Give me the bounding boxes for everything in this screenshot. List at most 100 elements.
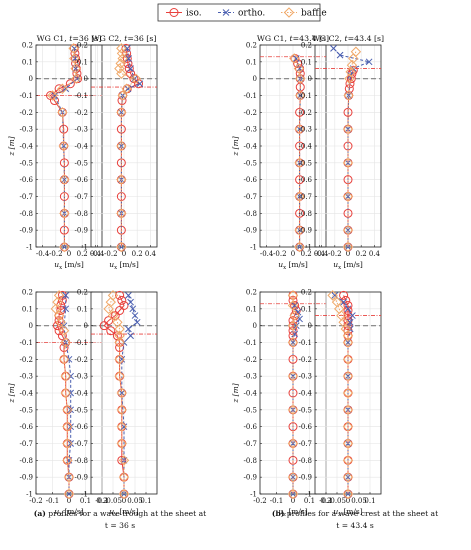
x-tick-label: 0 (67, 497, 71, 505)
x-axis-label: ux [m/s] (54, 260, 84, 271)
data-point (289, 310, 300, 321)
y-tick-label: -0.2 (75, 109, 89, 117)
y-tick-label: -0.1 (299, 339, 313, 347)
data-point (49, 96, 59, 106)
data-point (50, 303, 62, 315)
data-point (114, 354, 125, 365)
data-point (117, 53, 128, 64)
y-tick-label: 0.1 (246, 58, 257, 66)
y-tick-label: -0.9 (299, 227, 313, 235)
y-tick-label: 0.1 (22, 58, 33, 66)
data-point (116, 208, 127, 219)
y-tick-label: -0.1 (20, 339, 34, 347)
y-tick-label: -0.9 (75, 474, 89, 482)
data-point (63, 471, 75, 483)
y-tick-label: 0 (253, 322, 257, 330)
data-point (289, 53, 300, 64)
data-point (129, 305, 137, 313)
y-tick-label: -0.9 (20, 227, 34, 235)
y-tick-label: -0.4 (244, 390, 258, 398)
data-point (294, 224, 305, 236)
y-tick-label: -0.4 (20, 143, 34, 151)
data-point (117, 295, 127, 305)
x-tick-label: 0.05 (127, 497, 143, 505)
y-tick-label: -0.9 (20, 474, 34, 482)
x-tick-label: 0.2 (77, 250, 88, 258)
data-point (345, 79, 355, 89)
y-tick-label: -0.5 (20, 406, 34, 414)
y-tick-label: -0.5 (299, 406, 313, 414)
data-point (342, 488, 354, 500)
y-tick-label: -0.3 (20, 373, 34, 381)
data-point (116, 404, 128, 416)
series-baffle (103, 290, 130, 500)
x-tick-label: -0.4 (91, 250, 105, 258)
y-tick-label: -0.1 (20, 92, 34, 100)
data-point (134, 79, 144, 89)
series-baffle (287, 290, 300, 500)
data-point (114, 63, 125, 74)
panel-6: -1-0.9-0.8-0.7-0.6-0.5-0.4-0.3-0.2-0.100… (231, 289, 332, 519)
x-tick-label: -0.2 (29, 497, 43, 505)
data-point (65, 79, 75, 89)
data-point (73, 74, 83, 84)
data-point (62, 85, 70, 93)
y-tick-label: -1 (26, 491, 33, 499)
data-point (104, 316, 114, 326)
x-tick-label: 0.4 (145, 250, 157, 258)
data-point (342, 455, 354, 466)
y-tick-label: -0.2 (299, 109, 313, 117)
y-tick-label: 0.1 (301, 305, 312, 313)
panel-title: WG C2, t=36 [s] (92, 34, 157, 43)
data-point (342, 123, 354, 135)
data-point (127, 65, 134, 72)
legend-marker-x (222, 9, 230, 16)
data-point (336, 51, 344, 59)
y-tick-label: -0.8 (20, 210, 34, 218)
y-tick-label: -0.6 (20, 176, 34, 184)
panel-4: -1-0.9-0.8-0.7-0.6-0.5-0.4-0.3-0.2-0.100… (7, 289, 108, 519)
x-axis-label: uz [m/s] (278, 507, 307, 518)
y-tick-label: -0.6 (299, 423, 313, 431)
x-axis-label: ux [m/s] (278, 260, 308, 271)
data-point (342, 337, 354, 348)
y-tick-label: 0 (29, 322, 33, 330)
data-point (59, 208, 70, 219)
x-tick-label: -0.2 (328, 250, 342, 258)
data-point (116, 387, 128, 399)
data-point (62, 305, 70, 313)
y-tick-label: -0.4 (20, 390, 34, 398)
y-tick-label: 0 (253, 75, 257, 83)
data-point (116, 107, 127, 118)
data-point (349, 312, 356, 319)
x-tick-label: 0.4 (369, 250, 381, 258)
y-tick-label: 0.1 (77, 58, 88, 66)
y-axis-label: z [m] (231, 136, 240, 156)
data-point (344, 73, 355, 84)
data-point (345, 66, 356, 78)
data-point (62, 438, 73, 449)
y-tick-label: -0.5 (20, 159, 34, 167)
data-point (346, 59, 358, 71)
panel-3: -1-0.9-0.8-0.7-0.6-0.5-0.4-0.3-0.2-0.100… (299, 34, 385, 271)
y-tick-label: 0 (84, 322, 88, 330)
legend-marker-circle (169, 8, 179, 17)
data-point (118, 455, 130, 466)
y-tick-label: -0.3 (299, 373, 313, 381)
y-tick-label: -0.4 (299, 390, 313, 398)
x-tick-label: 0.4 (314, 250, 326, 258)
data-point (107, 310, 119, 321)
y-tick-label: -0.8 (299, 457, 313, 465)
y-tick-label: 0 (29, 75, 33, 83)
y-tick-label: -0.3 (75, 126, 89, 134)
data-point (342, 330, 354, 341)
legend-marker-diamond (283, 7, 295, 18)
data-point (292, 322, 300, 330)
data-point (291, 302, 299, 309)
y-tick-label: -0.7 (299, 193, 313, 201)
data-point (287, 488, 299, 500)
data-point (67, 440, 75, 447)
data-point (125, 55, 132, 62)
y-tick-label: -0.5 (244, 159, 258, 167)
data-point (287, 471, 299, 483)
